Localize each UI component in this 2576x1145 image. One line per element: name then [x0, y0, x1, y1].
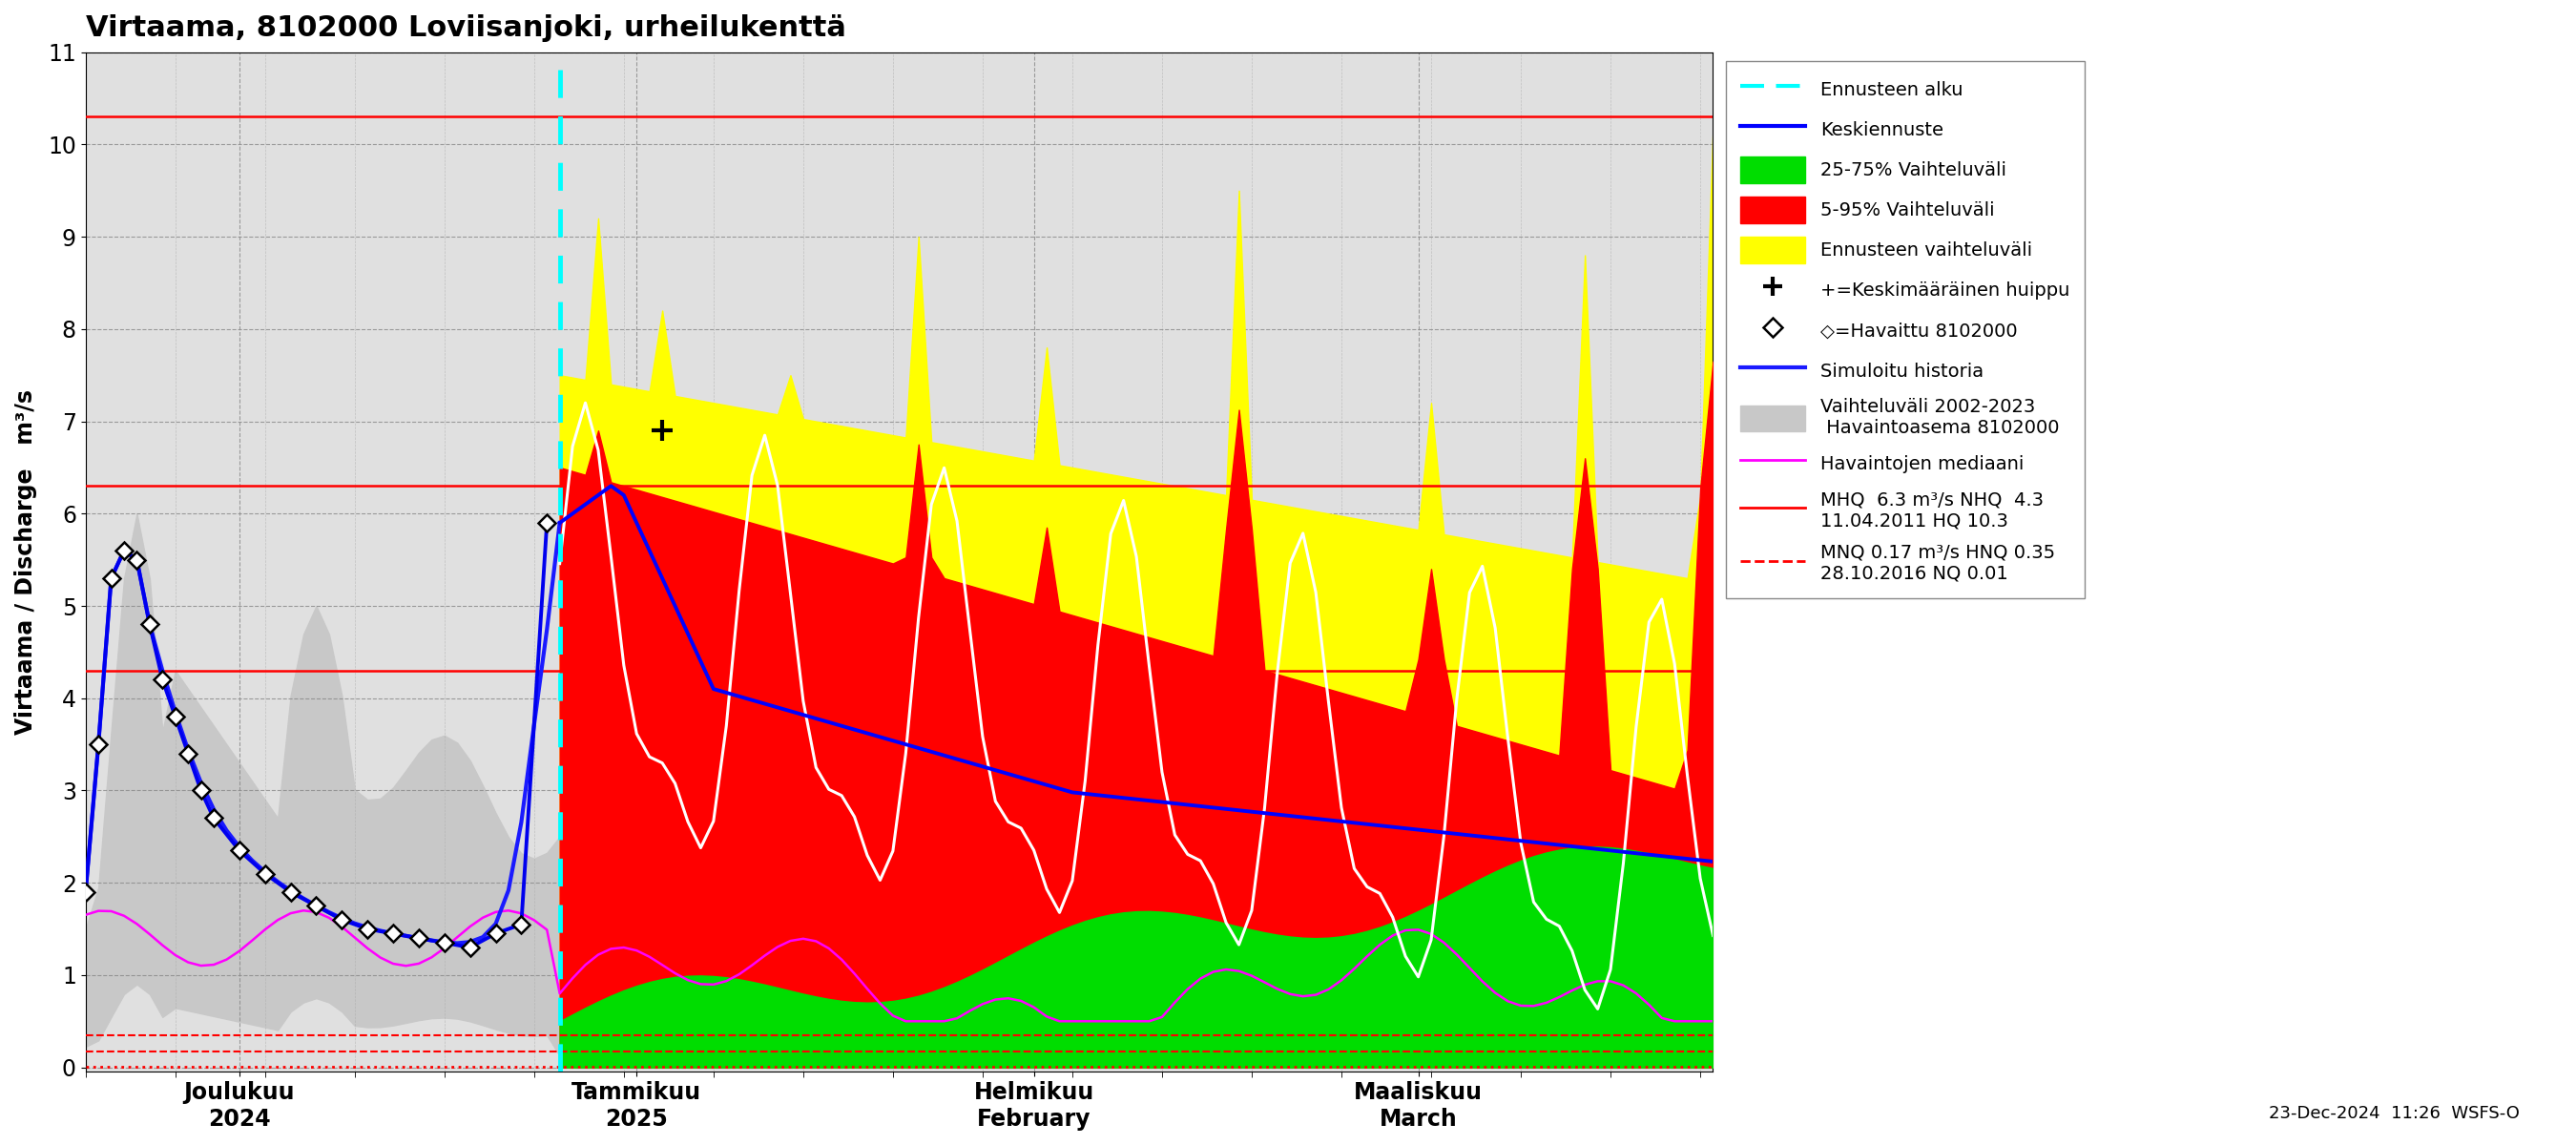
Y-axis label: Virtaama / Discharge   m³/s: Virtaama / Discharge m³/s — [15, 389, 36, 735]
Legend: Ennusteen alku, Keskiennuste, 25-75% Vaihteluväli, 5-95% Vaihteluväli, Ennusteen: Ennusteen alku, Keskiennuste, 25-75% Vai… — [1726, 62, 2084, 598]
Text: Virtaama, 8102000 Loviisanjoki, urheilukenttä: Virtaama, 8102000 Loviisanjoki, urheiluk… — [85, 14, 845, 42]
Text: 23-Dec-2024  11:26  WSFS-O: 23-Dec-2024 11:26 WSFS-O — [2269, 1105, 2519, 1122]
